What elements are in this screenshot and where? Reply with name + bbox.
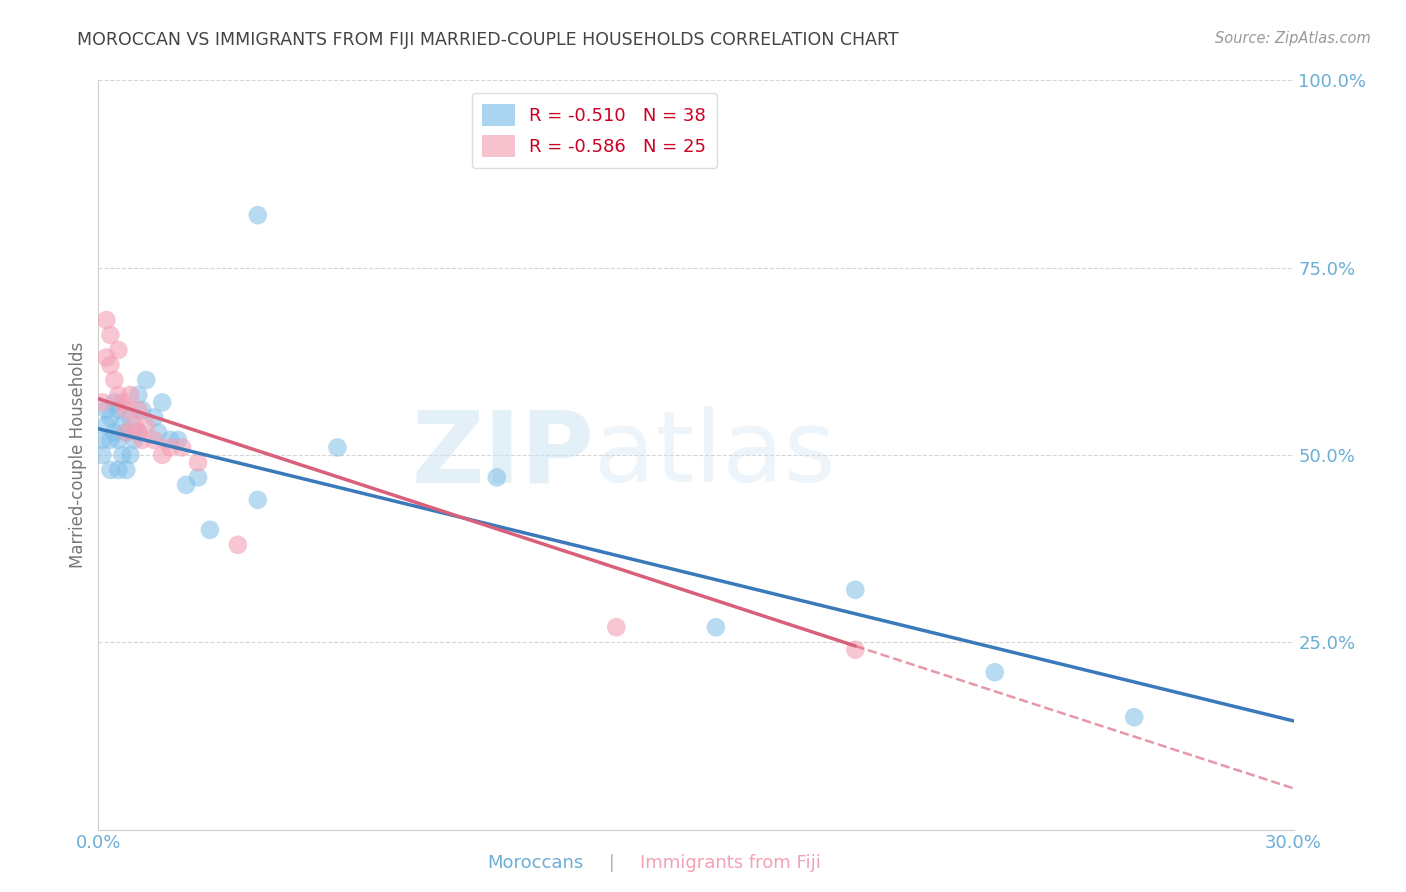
- Point: [91, 433, 114, 447]
- Point: [605, 620, 627, 634]
- Point: [127, 425, 149, 440]
- Point: [103, 395, 125, 409]
- Point: [984, 665, 1007, 680]
- Point: [107, 463, 129, 477]
- Point: [98, 410, 122, 425]
- Point: [135, 417, 157, 432]
- Text: Source: ZipAtlas.com: Source: ZipAtlas.com: [1215, 31, 1371, 46]
- Point: [127, 425, 149, 440]
- Point: [844, 642, 866, 657]
- Point: [107, 433, 129, 447]
- Point: [326, 441, 349, 455]
- Point: [150, 395, 173, 409]
- Point: [150, 448, 173, 462]
- Point: [107, 388, 129, 402]
- Point: [111, 417, 134, 432]
- Text: Moroccans: Moroccans: [488, 855, 583, 872]
- Point: [107, 343, 129, 357]
- Point: [187, 470, 209, 484]
- Point: [111, 395, 134, 409]
- Point: [96, 313, 118, 327]
- Point: [167, 433, 190, 447]
- Y-axis label: Married-couple Households: Married-couple Households: [69, 342, 87, 568]
- Point: [187, 455, 209, 469]
- Point: [91, 448, 114, 462]
- Point: [96, 351, 118, 365]
- Point: [131, 433, 153, 447]
- Point: [143, 410, 166, 425]
- Point: [159, 441, 181, 455]
- Point: [246, 492, 269, 507]
- Point: [124, 417, 146, 432]
- Point: [98, 328, 122, 343]
- Point: [98, 433, 122, 447]
- Point: [127, 388, 149, 402]
- Point: [91, 395, 114, 409]
- Point: [107, 403, 129, 417]
- Point: [704, 620, 727, 634]
- Point: [120, 410, 142, 425]
- Point: [148, 425, 170, 440]
- Point: [115, 403, 138, 417]
- Point: [159, 433, 181, 447]
- Text: Immigrants from Fiji: Immigrants from Fiji: [640, 855, 821, 872]
- Point: [844, 582, 866, 597]
- Text: atlas: atlas: [595, 407, 837, 503]
- Legend: R = -0.510   N = 38, R = -0.586   N = 25: R = -0.510 N = 38, R = -0.586 N = 25: [471, 93, 717, 168]
- Point: [98, 358, 122, 372]
- Point: [131, 403, 153, 417]
- Text: MOROCCAN VS IMMIGRANTS FROM FIJI MARRIED-COUPLE HOUSEHOLDS CORRELATION CHART: MOROCCAN VS IMMIGRANTS FROM FIJI MARRIED…: [77, 31, 898, 49]
- Point: [96, 403, 118, 417]
- Point: [172, 441, 194, 455]
- Point: [127, 403, 149, 417]
- Point: [120, 388, 142, 402]
- Point: [98, 463, 122, 477]
- Text: ZIP: ZIP: [412, 407, 595, 503]
- Point: [120, 448, 142, 462]
- Point: [143, 433, 166, 447]
- Point: [115, 463, 138, 477]
- Point: [485, 470, 508, 484]
- Point: [96, 417, 118, 432]
- Text: |: |: [609, 855, 614, 872]
- Point: [174, 478, 197, 492]
- Point: [103, 373, 125, 387]
- Point: [115, 425, 138, 440]
- Point: [198, 523, 221, 537]
- Point: [111, 448, 134, 462]
- Point: [246, 208, 269, 222]
- Point: [135, 373, 157, 387]
- Point: [1123, 710, 1146, 724]
- Point: [226, 538, 249, 552]
- Point: [115, 425, 138, 440]
- Point: [103, 425, 125, 440]
- Point: [124, 433, 146, 447]
